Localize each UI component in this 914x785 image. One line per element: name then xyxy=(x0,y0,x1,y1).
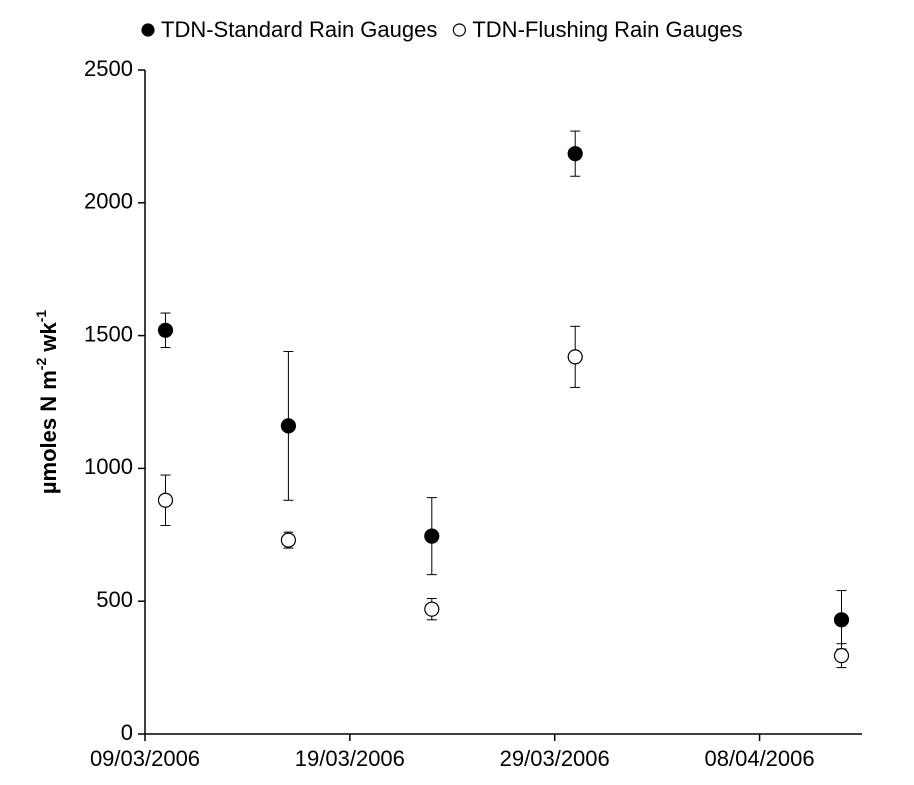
point xyxy=(567,349,583,365)
legend-marker xyxy=(452,23,466,37)
y-tick-label: 2500 xyxy=(84,56,133,81)
y-tick-label: 1000 xyxy=(84,454,133,479)
x-tick-label: 08/04/2006 xyxy=(705,746,815,771)
y-label-sup: -1 xyxy=(33,310,49,323)
y-tick-label: 500 xyxy=(96,587,133,612)
y-tick-label: 1500 xyxy=(84,321,133,346)
point xyxy=(424,528,440,544)
legend-label: TDN-Standard Rain Gauges xyxy=(161,17,437,42)
point xyxy=(280,418,296,434)
y-label-sup: -2 xyxy=(33,358,49,371)
legend-label: TDN-Flushing Rain Gauges xyxy=(472,17,742,42)
point xyxy=(157,492,174,508)
point xyxy=(833,612,850,628)
x-tick-label: 09/03/2006 xyxy=(90,746,200,771)
y-tick-label: 2000 xyxy=(84,189,133,214)
y-axis-label: µmoles N m-2 wk-1 xyxy=(33,310,61,495)
point xyxy=(833,648,850,664)
legend-marker xyxy=(141,23,155,37)
x-tick-label: 29/03/2006 xyxy=(500,746,610,771)
point xyxy=(157,322,174,338)
y-label-part: wk xyxy=(36,322,61,358)
y-tick-label: 0 xyxy=(121,720,133,745)
x-tick-label: 19/03/2006 xyxy=(295,746,405,771)
point xyxy=(567,146,583,162)
y-label-part: µmoles N m xyxy=(36,370,61,494)
point xyxy=(280,532,296,548)
point xyxy=(424,601,440,617)
